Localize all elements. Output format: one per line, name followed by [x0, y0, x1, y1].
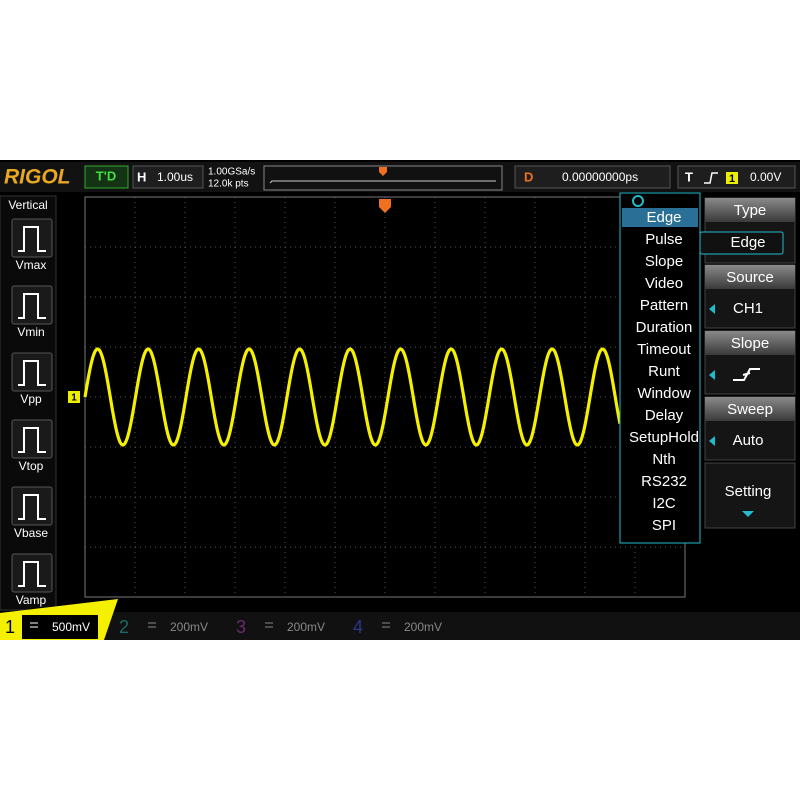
trigger-type-item: Nth	[652, 451, 675, 468]
softkey-header	[705, 265, 795, 289]
coupling-icon	[382, 622, 390, 628]
coupling-icon	[265, 622, 273, 628]
horizontal-label: H	[137, 169, 146, 184]
selected-highlight	[622, 208, 698, 227]
softkey-header	[705, 331, 795, 355]
menu-item-label: Vmax	[16, 258, 47, 272]
status-box	[84, 165, 129, 189]
select-arrow	[709, 304, 715, 314]
overview-marker	[379, 167, 387, 176]
pulse-icon	[18, 427, 46, 453]
trigger-type-item: Pulse	[645, 231, 683, 248]
softkey-label: Sweep	[727, 401, 773, 418]
channel-number: 3	[236, 617, 246, 637]
pulse-icon	[18, 293, 46, 319]
value-box	[699, 231, 784, 255]
softkey-header	[705, 198, 795, 222]
softkey-label: Type	[734, 202, 767, 219]
left-menu-title: Vertical	[8, 198, 47, 212]
memory-depth: 12.0k pts	[208, 179, 249, 190]
run-status: T'D	[96, 168, 116, 183]
trigger-type-item: Timeout	[637, 341, 691, 358]
menu-icon-box	[11, 218, 53, 258]
coupling-icon	[148, 622, 156, 628]
channel-marker: 1	[71, 393, 77, 404]
bottom-bar	[0, 612, 800, 640]
menu-item-label: Vamp	[16, 593, 47, 607]
trigger-type-item: RS232	[641, 473, 687, 490]
pulse-icon	[18, 494, 46, 520]
menu-icon-box	[11, 285, 53, 325]
channel-scale: 200mV	[404, 620, 442, 634]
menu-item-label: Vbase	[14, 526, 48, 540]
delay-box	[514, 165, 671, 189]
trigger-type-item: Runt	[648, 363, 681, 380]
timebase-box	[132, 165, 204, 189]
menu-item-label: Vmin	[17, 325, 44, 339]
softkey-header	[705, 397, 795, 421]
brand: RIGOL	[4, 166, 71, 189]
trigger-position-marker	[379, 199, 391, 213]
softkey-label: Source	[726, 269, 774, 286]
softkey-label: Setting	[725, 483, 772, 500]
delay: 0.00000000ps	[562, 170, 638, 184]
menu-item-label: Vpp	[20, 392, 42, 406]
pulse-icon	[18, 360, 46, 386]
trigger-channel: 1	[729, 173, 735, 185]
delay-label: D	[524, 169, 533, 184]
trigger-level: 0.00V	[750, 170, 781, 184]
left-menu	[0, 195, 57, 611]
menu-item-label: Vtop	[19, 459, 44, 473]
trigger-type-item: Pattern	[640, 297, 688, 314]
menu-icon-box	[11, 486, 53, 526]
trigger-type-item: Duration	[636, 319, 693, 336]
pulse-icon	[18, 561, 46, 587]
sample-rate: 1.00GSa/s	[208, 167, 255, 178]
trigger-type-item: SetupHold	[629, 429, 699, 446]
menu-icon-box	[11, 419, 53, 459]
channel-marker-box	[68, 391, 80, 403]
edge-icon	[704, 172, 718, 184]
trigger-type-item: Video	[645, 275, 683, 292]
trigger-label: T	[685, 169, 693, 184]
more-arrow	[742, 511, 754, 517]
list-icon	[632, 195, 644, 207]
menu-icon-box	[11, 553, 53, 593]
pulse-icon	[18, 226, 46, 252]
softkey-value: Auto	[733, 432, 764, 449]
trigger-type-list	[619, 192, 701, 544]
menu-icon-box	[11, 352, 53, 392]
channel-number: 4	[353, 617, 363, 637]
coupling-icon	[30, 622, 38, 628]
channel-scale: 500mV	[52, 620, 90, 634]
softkey-value: CH1	[733, 300, 763, 317]
select-arrow	[709, 370, 715, 380]
channel-number: 1	[5, 617, 15, 637]
channel-scale: 200mV	[170, 620, 208, 634]
channel-number: 2	[119, 617, 129, 637]
trigger-type-item: Window	[637, 385, 691, 402]
overview-wave	[269, 180, 496, 184]
channel-scale: 200mV	[287, 620, 325, 634]
trigger-type-item: Delay	[645, 407, 684, 424]
trigger-type-item: Edge	[646, 209, 681, 226]
softkey-value: Edge	[730, 234, 765, 251]
select-arrow	[709, 436, 715, 446]
trigger-type-item: SPI	[652, 517, 676, 534]
softkey	[704, 462, 796, 529]
trigger-channel-box	[726, 172, 738, 184]
waveform	[83, 347, 622, 447]
trigger-type-item: Slope	[645, 253, 683, 270]
softkey-label: Slope	[731, 335, 769, 352]
slope-icon	[733, 368, 760, 381]
trigger-type-item: I2C	[652, 495, 676, 512]
timebase: 1.00us	[157, 170, 193, 184]
